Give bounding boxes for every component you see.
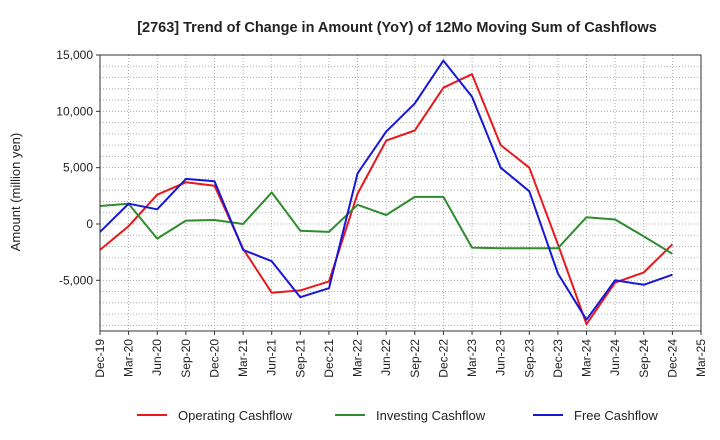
series-line-free-cashflow: [99, 59, 673, 321]
chart-title: [2763] Trend of Change in Amount (YoY) o…: [137, 20, 657, 36]
series-lines: [99, 59, 674, 326]
x-tick-label: Sep-20: [179, 339, 193, 378]
x-tick-label: Dec-24: [665, 339, 679, 378]
legend-label: Free Cashflow: [574, 408, 658, 423]
x-tick-label: Sep-22: [408, 339, 422, 378]
x-tick-label: Jun-24: [608, 339, 622, 376]
x-tick-label: Sep-21: [293, 339, 307, 378]
y-tick-label: -5,000: [59, 273, 93, 287]
x-tick-label: Mar-23: [465, 339, 479, 377]
y-tick-label: 0: [86, 217, 93, 231]
x-tick-label: Dec-23: [551, 339, 565, 378]
y-axis-label: Amount (million yen): [8, 133, 23, 252]
x-axis-ticks: Dec-19 Mar-20 Jun-20 Sep-20 Dec-20 Mar-21 Jun-…: [93, 331, 708, 378]
x-tick-label: Dec-21: [322, 339, 336, 378]
x-tick-label: Mar-21: [236, 339, 250, 377]
x-tick-label: Mar-20: [122, 339, 136, 377]
legend-label: Investing Cashflow: [376, 408, 486, 423]
series-line-investing-cashflow: [99, 191, 673, 255]
y-axis-ticks: 15,000 10,000 5,000 0 -5,000: [56, 48, 100, 287]
legend-label: Operating Cashflow: [178, 408, 293, 423]
x-tick-label: Mar-22: [351, 339, 365, 377]
y-tick-label: 15,000: [56, 48, 93, 62]
plot-frame: [99, 54, 702, 332]
x-tick-label: Sep-24: [637, 339, 651, 378]
x-tick-label: Dec-19: [93, 339, 107, 378]
x-tick-label: Mar-25: [694, 339, 708, 377]
y-tick-label: 5,000: [63, 161, 93, 175]
x-tick-label: Jun-20: [150, 339, 164, 376]
x-tick-label: Dec-22: [436, 339, 450, 378]
x-tick-label: Mar-24: [580, 339, 594, 377]
x-tick-label: Jun-22: [379, 339, 393, 376]
series-line-operating-cashflow: [99, 73, 674, 326]
legend: Operating Cashflow Investing Cashflow Free…: [137, 408, 658, 423]
x-tick-label: Dec-20: [207, 339, 221, 378]
x-tick-label: Jun-21: [265, 339, 279, 376]
x-tick-label: Sep-23: [522, 339, 536, 378]
y-tick-label: 10,000: [56, 104, 93, 118]
grid-lines: [100, 55, 701, 331]
x-tick-label: Jun-23: [494, 339, 508, 376]
plot-area: [100, 55, 701, 331]
